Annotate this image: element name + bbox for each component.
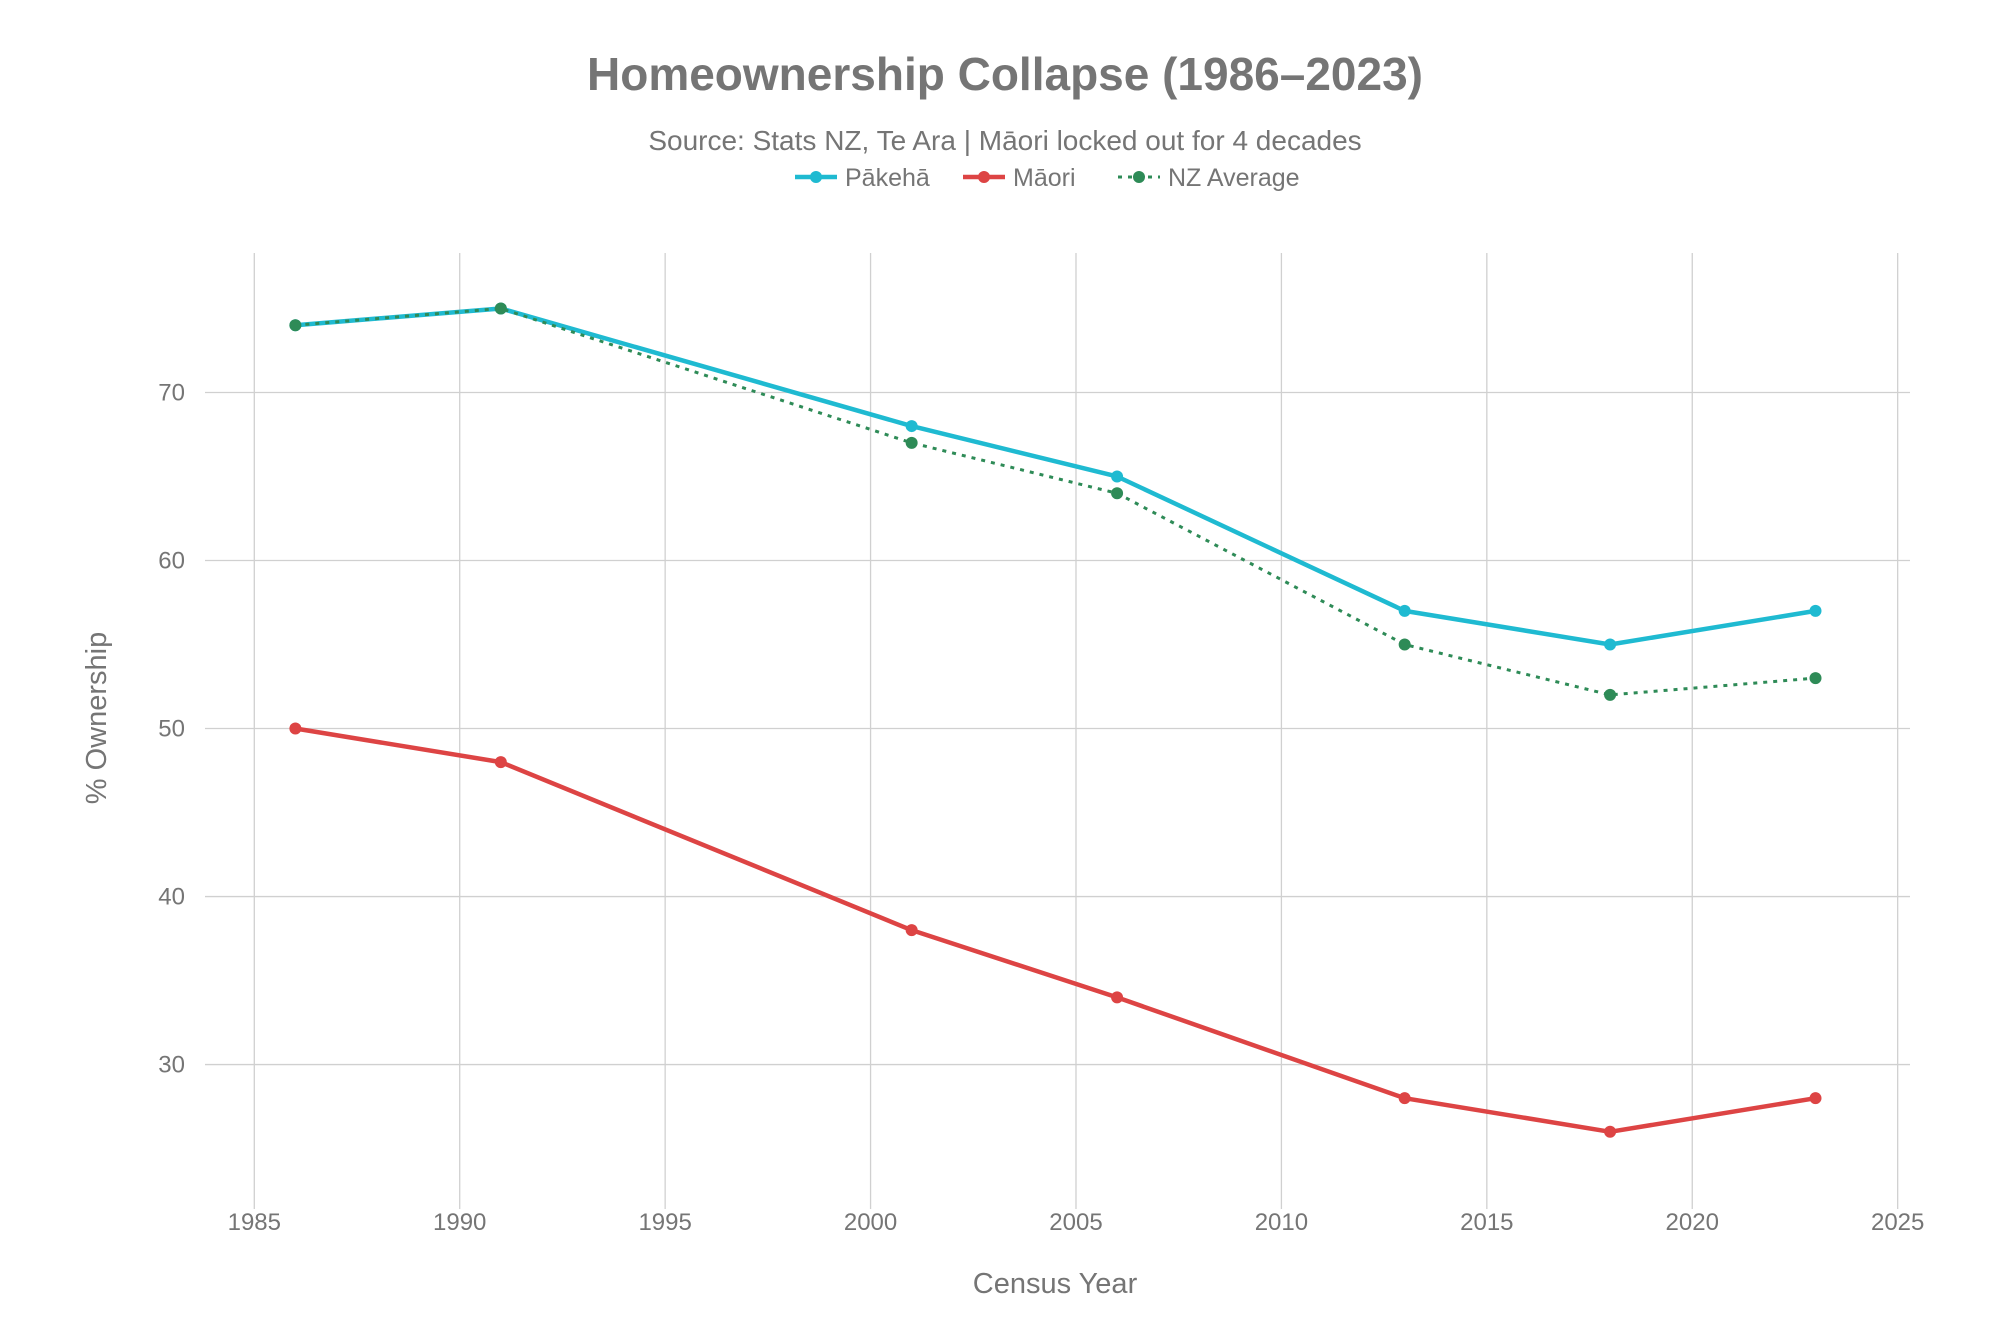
legend-label: NZ Average — [1168, 164, 1300, 192]
legend-label: Māori — [1013, 164, 1076, 192]
x-tick-label: 2025 — [1871, 1209, 1924, 1236]
x-tick-label: 2005 — [1049, 1209, 1102, 1236]
y-tick-label: 40 — [158, 884, 185, 911]
x-tick-label: 1995 — [638, 1209, 691, 1236]
y-tick-label: 50 — [158, 716, 185, 743]
series-p-keh- — [289, 302, 1822, 651]
x-tick-label: 2015 — [1460, 1209, 1513, 1236]
series-line — [295, 726, 1816, 1135]
legend-marker — [1133, 171, 1145, 183]
x-tick-label: 1985 — [228, 1209, 281, 1236]
x-tick-label: 1990 — [433, 1209, 486, 1236]
data-point — [1809, 672, 1822, 685]
legend-marker — [810, 171, 822, 183]
data-point — [1398, 1092, 1411, 1105]
chart-subtitle: Source: Stats NZ, Te Ara | Māori locked … — [648, 125, 1361, 156]
data-point — [494, 756, 507, 769]
grid: 1985 1990 1995 2000 2005 2010 2015 2020 2025 30 40… — [158, 253, 1924, 1236]
series-m-ori — [289, 722, 1822, 1138]
x-tick-label: 2020 — [1666, 1209, 1719, 1236]
y-tick-label: 70 — [158, 379, 185, 406]
data-point — [905, 420, 918, 433]
legend-item: NZ Average — [1118, 164, 1300, 192]
y-tick-label: 60 — [158, 547, 185, 574]
data-point — [905, 924, 918, 937]
series-line — [295, 306, 1816, 647]
y-axis-label: % Ownership — [81, 632, 113, 804]
chart-title: Homeownership Collapse (1986–2023) — [587, 48, 1423, 100]
data-point — [289, 319, 302, 332]
x-tick-label: 2000 — [844, 1209, 897, 1236]
data-point — [1809, 1092, 1822, 1105]
legend: Pākehā Māori NZ Average — [795, 164, 1300, 192]
data-point — [1398, 638, 1411, 651]
x-tick-label: 2010 — [1255, 1209, 1308, 1236]
data-point — [1111, 470, 1124, 483]
y-tick-label: 30 — [158, 1052, 185, 1079]
x-axis-label: Census Year — [973, 1268, 1138, 1300]
series-group — [289, 302, 1822, 1138]
series-line — [295, 306, 1816, 697]
legend-marker — [978, 171, 990, 183]
series-nz-average — [289, 302, 1822, 701]
data-point — [905, 436, 918, 449]
legend-item: Pākehā — [795, 164, 930, 192]
legend-label: Pākehā — [845, 164, 930, 192]
data-point — [1604, 1125, 1617, 1138]
data-point — [289, 722, 302, 735]
data-point — [1604, 638, 1617, 651]
data-point — [494, 302, 507, 315]
data-point — [1111, 487, 1124, 500]
data-point — [1604, 688, 1617, 701]
data-point — [1809, 604, 1822, 617]
data-point — [1398, 604, 1411, 617]
data-point — [1111, 991, 1124, 1004]
legend-item: Māori — [963, 164, 1076, 192]
